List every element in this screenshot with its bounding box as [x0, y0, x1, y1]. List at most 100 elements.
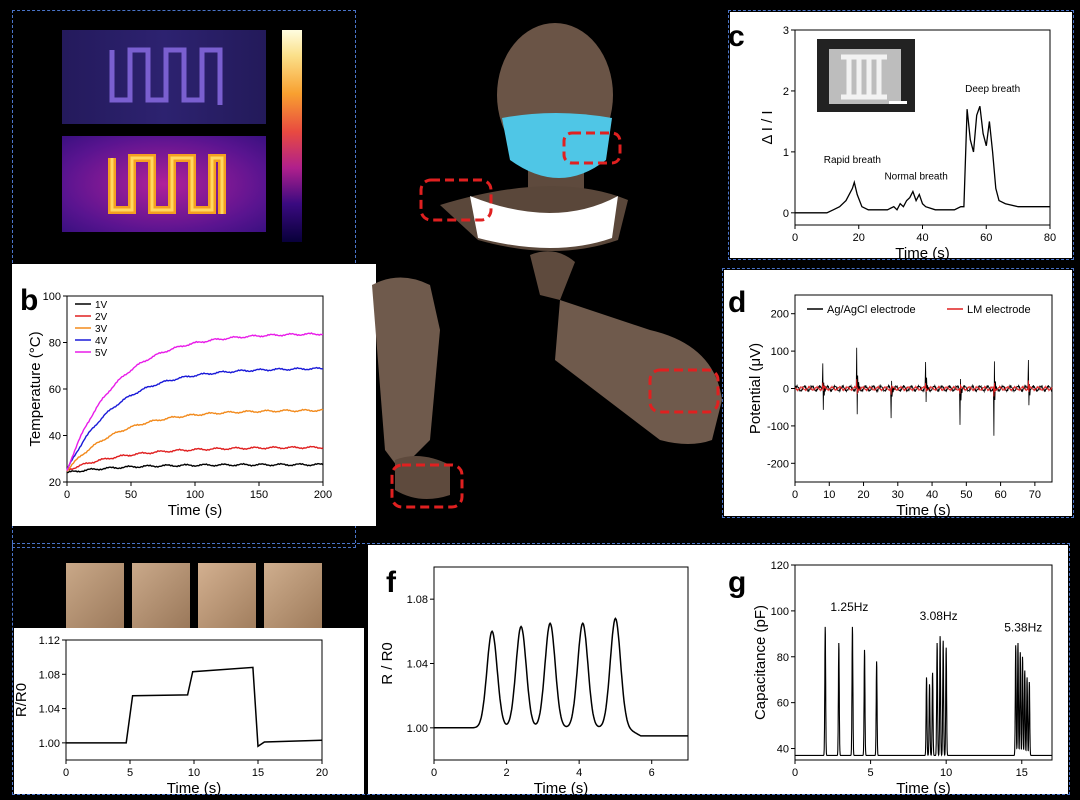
y-axis-label-g: Capacitance (pF)	[752, 605, 769, 720]
series-line-d-1	[794, 379, 1053, 397]
plot-frame-c	[794, 29, 1051, 226]
series-line-b-2V	[66, 445, 324, 471]
y-tick-label-b: 100	[43, 291, 61, 303]
x-tick-label-f: 4	[576, 767, 582, 779]
x-tick-label-c: 40	[916, 232, 928, 244]
x-tick-label-c: 0	[792, 232, 798, 244]
y-tick-label-f: 1.04	[407, 659, 428, 671]
series-line-b-3V	[66, 408, 324, 472]
x-axis-label-d: Time (s)	[896, 502, 950, 519]
x-tick-label-d: 50	[960, 489, 972, 501]
y-tick-label-b: 80	[49, 338, 61, 350]
y-tick-label-e: 1.08	[39, 669, 60, 681]
y-tick-label-g: 80	[777, 652, 789, 664]
legend-label-b: 4V	[95, 336, 108, 347]
x-tick-label-b: 200	[314, 489, 332, 501]
y-tick-label-g: 100	[771, 606, 789, 618]
thermal-image-off	[62, 30, 266, 124]
y-tick-label-g: 60	[777, 698, 789, 710]
annotation-g-2: 3.08Hz	[920, 609, 958, 623]
sensor-region-elbow	[648, 368, 720, 414]
x-tick-label-b: 50	[125, 489, 137, 501]
y-axis-label-f: R / R0	[379, 642, 396, 685]
series-line-b-4V	[66, 366, 323, 470]
plot-frame-g	[794, 564, 1053, 761]
legend-label-b: 2V	[95, 312, 108, 323]
series-line-b-1V	[66, 462, 324, 474]
x-tick-label-e: 0	[63, 767, 69, 779]
sensor-region-mask	[562, 131, 622, 165]
panel-label-f: f	[386, 566, 396, 599]
panel-label-c: c	[728, 20, 745, 53]
x-tick-label-b: 100	[186, 489, 204, 501]
panel-label-g: g	[728, 566, 747, 599]
x-tick-label-c: 60	[980, 232, 992, 244]
y-tick-label-d: 200	[771, 309, 789, 321]
y-tick-label-b: 60	[49, 384, 61, 396]
panel-d-bg	[724, 270, 1072, 516]
legend-label-b: 3V	[95, 324, 108, 335]
y-tick-label-c: 3	[783, 25, 789, 37]
annotation-g-1: 1.25Hz	[830, 600, 868, 614]
y-tick-label-e: 1.00	[39, 738, 60, 750]
sensor-photo-inset	[817, 39, 915, 112]
x-axis-label-b: Time (s)	[168, 502, 222, 519]
thermal-serpentine-dim	[109, 47, 223, 105]
finger-bend-photos	[66, 563, 322, 628]
legend-label-b: 5V	[95, 348, 108, 359]
thermal-image-on	[62, 136, 266, 232]
x-tick-label-g: 0	[792, 767, 798, 779]
y-tick-label-c: 2	[783, 86, 789, 98]
legend-label-b: 1V	[95, 300, 108, 311]
series-line-b-5V	[66, 332, 324, 471]
sensor-region-wrist	[390, 463, 464, 509]
y-axis-label-d: Potential (μV)	[747, 343, 764, 434]
x-tick-label-c: 20	[853, 232, 865, 244]
x-tick-label-e: 5	[127, 767, 133, 779]
series-line-e	[66, 666, 323, 748]
y-axis-label-c: Δ I / I	[759, 110, 776, 144]
y-tick-label-f: 1.00	[407, 723, 428, 735]
y-tick-label-c: 0	[783, 208, 789, 220]
panel-fg-bg	[368, 545, 1068, 794]
annotation-c-rapid: Rapid breath	[824, 155, 881, 166]
y-tick-label-g: 120	[771, 560, 789, 572]
x-tick-label-f: 6	[649, 767, 655, 779]
x-tick-label-f: 2	[504, 767, 510, 779]
x-tick-label-e: 15	[252, 767, 264, 779]
annotation-c-deep: Deep breath	[965, 84, 1020, 95]
thermal-colorbar	[282, 30, 302, 242]
x-tick-label-g: 5	[868, 767, 874, 779]
plot-frame-f	[433, 566, 689, 761]
annotation-c-normal: Normal breath	[884, 171, 947, 182]
x-tick-label-d: 10	[823, 489, 835, 501]
series-line-c	[795, 105, 1050, 214]
y-tick-label-e: 1.12	[39, 635, 60, 647]
finger-photo-1	[66, 563, 124, 628]
x-tick-label-d: 30	[892, 489, 904, 501]
panel-bottom-frame	[12, 543, 1070, 795]
panel-label-b: b	[20, 284, 39, 317]
x-tick-label-d: 0	[792, 489, 798, 501]
x-tick-label-g: 10	[940, 767, 952, 779]
legend-label-d: Ag/AgCl electrode	[827, 304, 916, 316]
panel-e-bg	[14, 628, 364, 794]
annotation-g-3: 5.38Hz	[1004, 621, 1042, 635]
x-axis-label-g: Time (s)	[896, 780, 950, 797]
y-tick-label-d: -100	[767, 421, 789, 433]
y-axis-label-e: R/R0	[13, 683, 30, 717]
y-tick-label-b: 40	[49, 431, 61, 443]
x-axis-label-c: Time (s)	[895, 245, 949, 262]
y-tick-label-d: 100	[771, 346, 789, 358]
x-tick-label-d: 70	[1029, 489, 1041, 501]
finger-photo-4	[264, 563, 322, 628]
x-axis-label-f: Time (s)	[534, 780, 588, 797]
x-tick-label-d: 40	[926, 489, 938, 501]
x-tick-label-d: 60	[994, 489, 1006, 501]
y-tick-label-b: 20	[49, 477, 61, 489]
x-tick-label-f: 0	[431, 767, 437, 779]
y-tick-label-f: 1.08	[407, 594, 428, 606]
y-tick-label-c: 1	[783, 147, 789, 159]
series-line-d-0	[794, 347, 1053, 436]
